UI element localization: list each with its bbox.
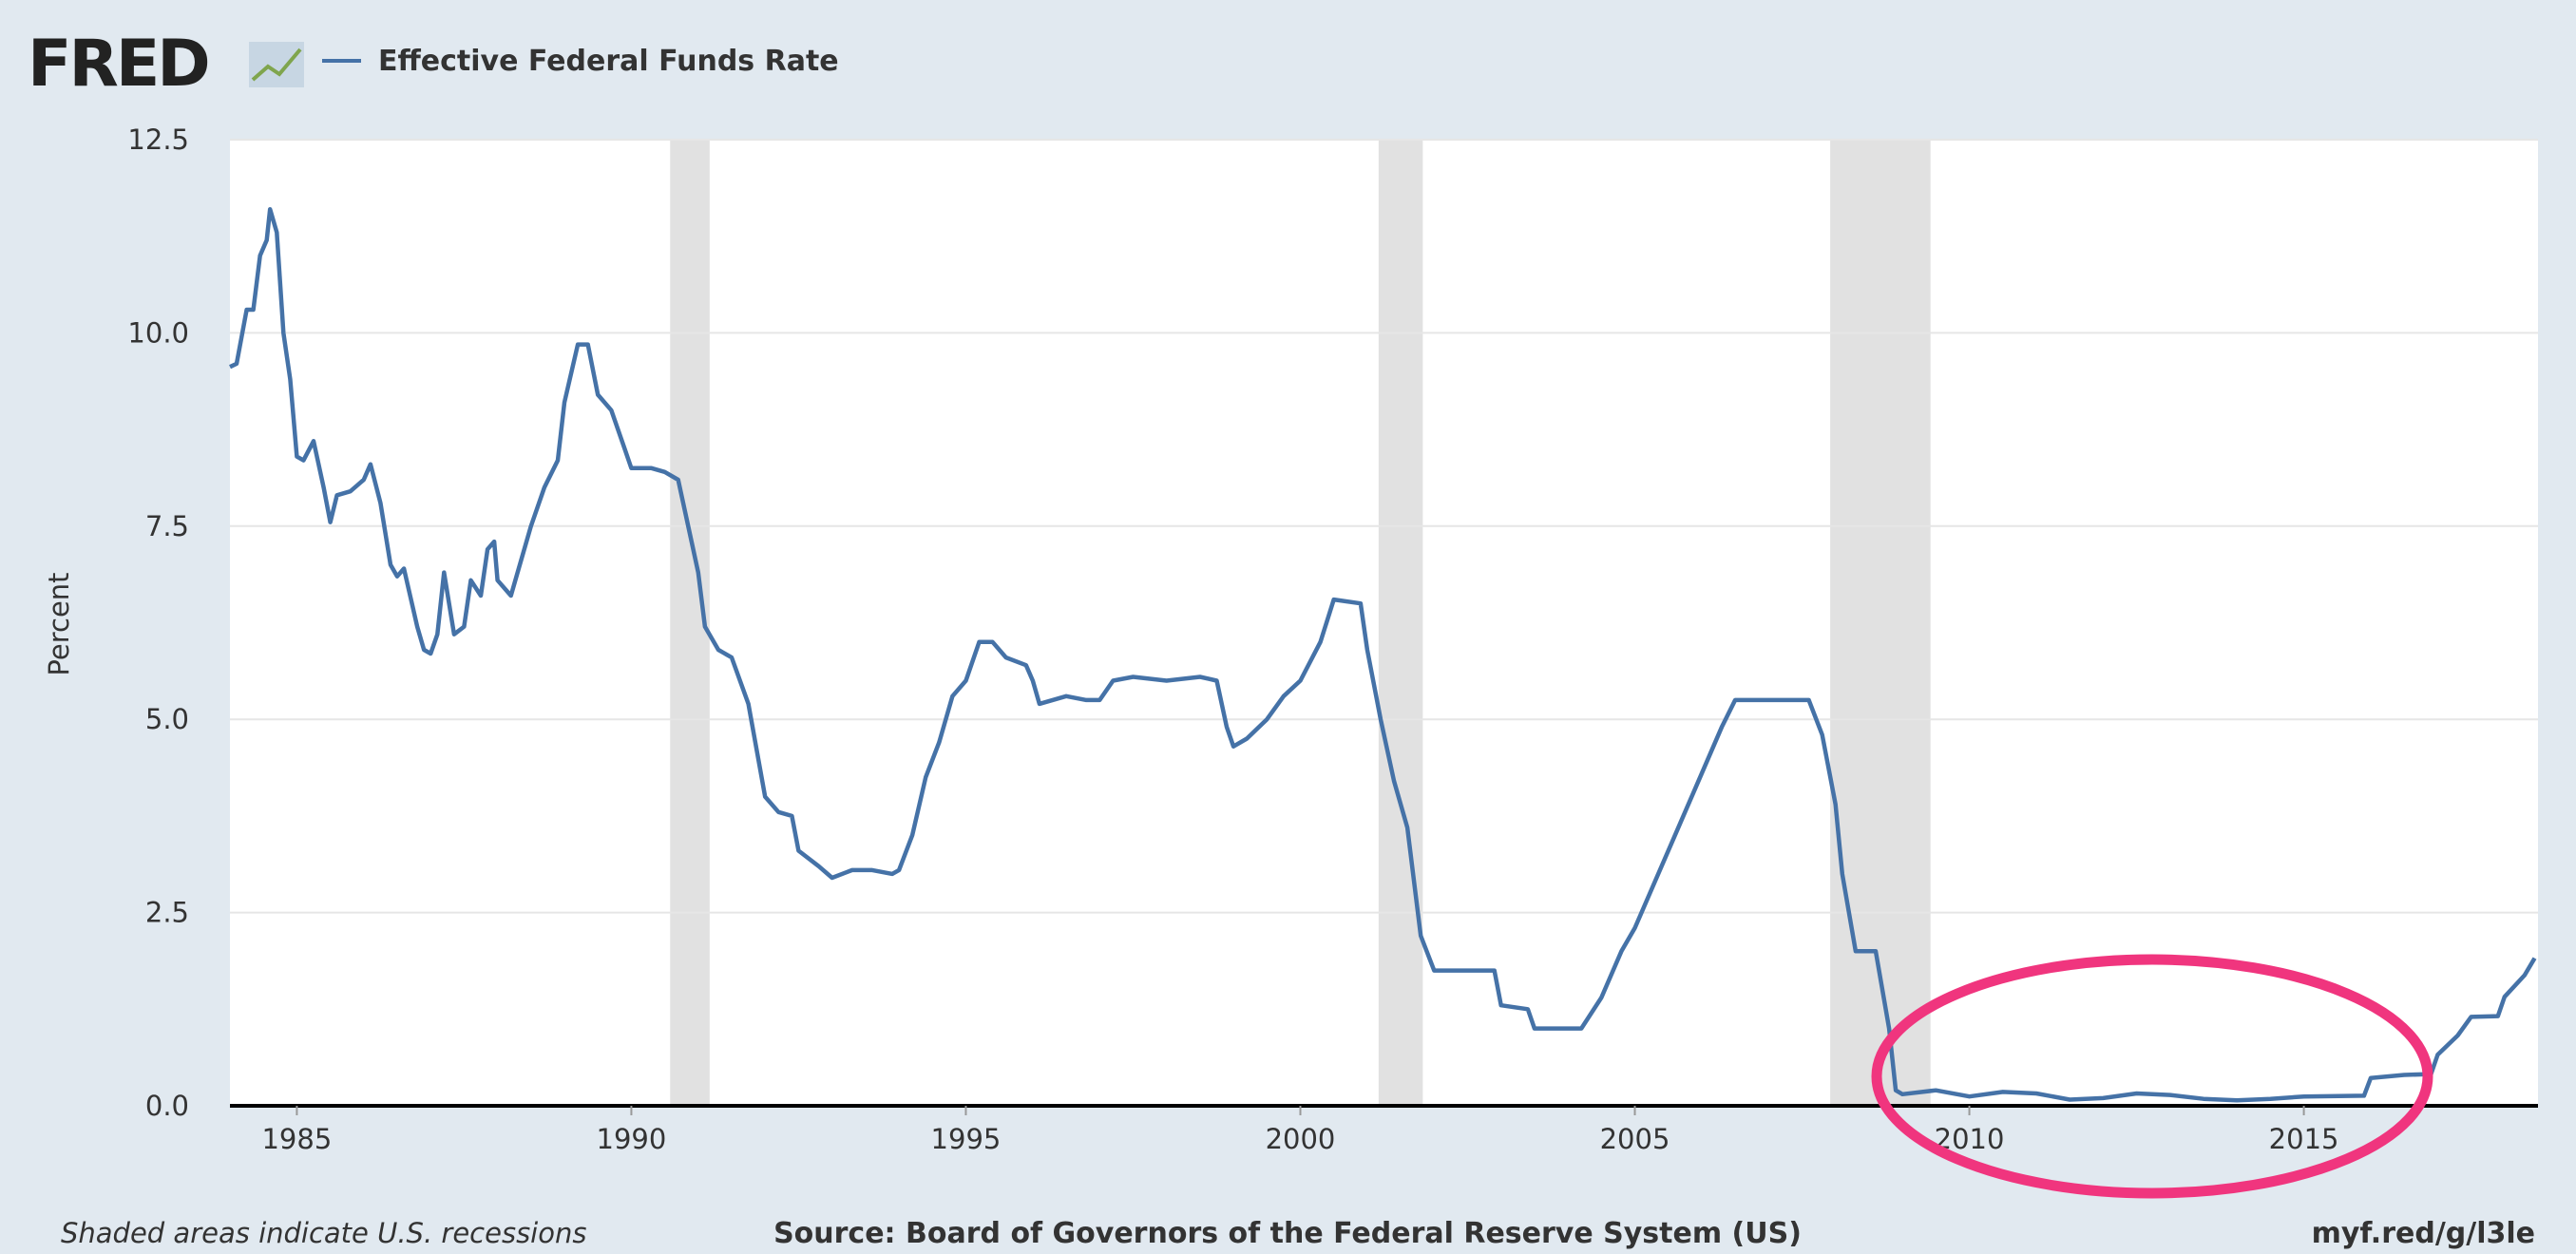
x-tick-label: 2000 (1266, 1123, 1336, 1155)
logo-icon-line (251, 48, 302, 82)
highlight-circle (1871, 954, 2433, 1199)
logo-icon (249, 42, 304, 87)
y-tick-label: 5.0 (145, 703, 189, 735)
legend-label: Effective Federal Funds Rate (378, 45, 839, 78)
logo-icon-box (249, 42, 304, 87)
y-tick-label: 7.5 (145, 510, 189, 542)
y-tick-label: 0.0 (145, 1090, 189, 1122)
x-tick-label: 2015 (2269, 1123, 2339, 1155)
footnote: Shaded areas indicate U.S. recessions (61, 1217, 586, 1249)
recession-band (1830, 140, 1931, 1106)
x-tick-label: 2005 (1600, 1123, 1670, 1155)
data-line (229, 206, 2537, 1103)
x-tick-label: 1985 (261, 1123, 332, 1155)
y-tick-label: 2.5 (145, 897, 189, 929)
y-tick-label: 12.5 (127, 124, 189, 156)
marks: 0.0 2.5 5.0 7.5 10.0 12.5 1985 1990 1995 2000 2005… (127, 124, 2538, 1155)
y-axis-label: Percent (43, 572, 75, 675)
link: myf.red/g/l3le (2312, 1217, 2535, 1250)
y-tick-label: 10.0 (127, 316, 189, 349)
brand-logo: FRED (28, 27, 208, 102)
source: Source: Board of Governors of the Federa… (773, 1217, 1802, 1250)
recession-band (1378, 140, 1423, 1106)
x-tick-label: 1995 (931, 1123, 1002, 1155)
x-tick-label: 1990 (597, 1123, 667, 1155)
